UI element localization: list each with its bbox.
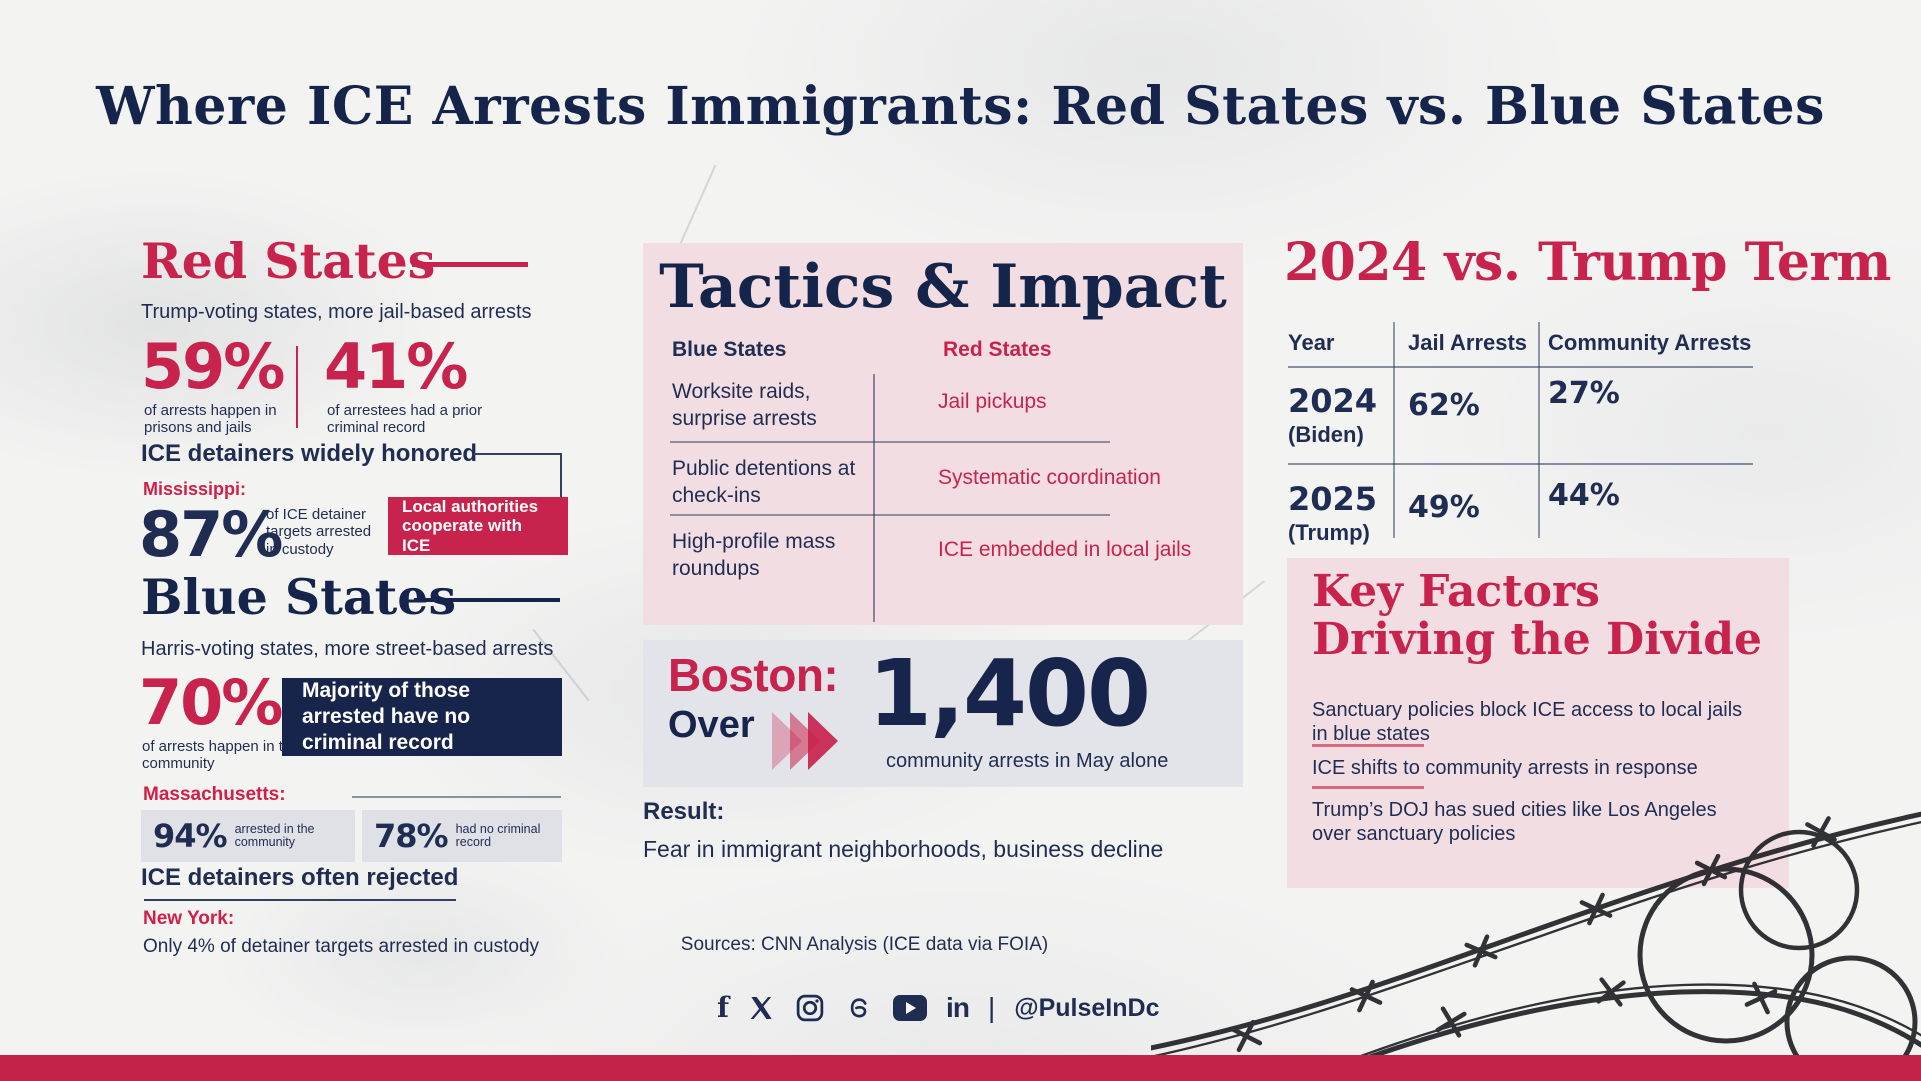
tactics-row-blue: High-profile mass roundups bbox=[672, 530, 836, 581]
table-cell-jail: 62% bbox=[1408, 388, 1480, 423]
chip-caption: arrested in the community bbox=[234, 821, 315, 849]
table-row-divider bbox=[1288, 463, 1753, 465]
facebook-icon[interactable]: f bbox=[717, 991, 730, 1024]
connector-line bbox=[560, 453, 562, 503]
key-factor-item: Sanctuary policies block ICE access to l… bbox=[1312, 699, 1743, 745]
red-states-subtitle: Trump-voting states, more jail-based arr… bbox=[141, 301, 532, 323]
result-text: Fear in immigrant neighborhoods, busines… bbox=[643, 836, 1164, 862]
stat-jail-arrests-caption: of arrests happen in prisons and jails bbox=[144, 402, 277, 437]
threads-icon[interactable] bbox=[844, 993, 874, 1023]
key-factor-item: ICE shifts to community arrests in respo… bbox=[1312, 757, 1698, 779]
connector-line bbox=[352, 796, 561, 798]
underline bbox=[144, 899, 456, 901]
blue-states-rule bbox=[414, 598, 560, 602]
linkedin-icon[interactable]: in bbox=[946, 992, 970, 1023]
connector-line bbox=[474, 453, 562, 455]
comparison-heading: 2024 vs. Trump Term bbox=[1284, 232, 1891, 293]
table-cell-admin: (Trump) bbox=[1288, 520, 1370, 545]
tactics-row-divider bbox=[670, 441, 1110, 443]
boston-panel bbox=[643, 640, 1243, 787]
tactics-row-red: Jail pickups bbox=[938, 390, 1047, 413]
sources-line: Sources: CNN Analysis (ICE data via FOIA… bbox=[680, 934, 1049, 955]
tactics-heading: Tactics & Impact bbox=[659, 252, 1227, 322]
stat-jail-arrests-value: 59% bbox=[141, 330, 285, 403]
red-states-heading: Red States bbox=[141, 232, 436, 290]
x-icon[interactable] bbox=[748, 994, 776, 1022]
key-factor-item: Trump’s DOJ has sued cities like Los Ang… bbox=[1312, 799, 1717, 845]
key-factors-heading: Key Factors Driving the Divide bbox=[1312, 566, 1762, 665]
result-label: Result: bbox=[643, 798, 725, 825]
table-cell-admin: (Biden) bbox=[1288, 422, 1364, 447]
boston-label: Boston: bbox=[668, 649, 839, 701]
bottom-accent-bar bbox=[0, 1055, 1921, 1081]
tactics-row-blue: Public detentions at check-ins bbox=[672, 457, 856, 508]
instagram-icon[interactable] bbox=[795, 993, 825, 1023]
blue-states-heading: Blue States bbox=[141, 568, 457, 626]
tactics-row-blue: Worksite raids, surprise arrests bbox=[672, 380, 817, 431]
chip-value: 94% bbox=[153, 817, 228, 855]
page-title: Where ICE Arrests Immigrants: Red States… bbox=[96, 76, 1825, 137]
stat-community-arrests-value: 70% bbox=[139, 666, 283, 739]
table-cell-jail: 49% bbox=[1408, 490, 1480, 525]
stat-community-arrests-caption: of arrests happen in the community bbox=[142, 738, 300, 773]
item-divider bbox=[1312, 744, 1424, 747]
tactics-row-red: ICE embedded in local jails bbox=[938, 538, 1192, 561]
boston-arrests-caption: community arrests in May alone bbox=[886, 750, 1169, 772]
separator: | bbox=[987, 992, 996, 1023]
mississippi-label: Mississippi: bbox=[143, 479, 247, 499]
item-divider bbox=[1312, 786, 1424, 789]
detainers-honored-heading: ICE detainers widely honored bbox=[141, 440, 478, 467]
tactics-col-red-header: Red States bbox=[943, 338, 1052, 361]
table-row-divider bbox=[1288, 366, 1753, 368]
tactics-column-divider bbox=[873, 374, 875, 622]
table-cell-community: 27% bbox=[1548, 376, 1620, 411]
new-york-label: New York: bbox=[143, 908, 235, 929]
tactics-panel bbox=[643, 243, 1243, 625]
stat-prior-record-caption: of arrestees had a prior criminal record bbox=[327, 402, 483, 437]
column-header-year: Year bbox=[1288, 330, 1335, 355]
table-column-divider bbox=[1393, 322, 1395, 538]
massachusetts-chip-community: 94% arrested in the community bbox=[141, 810, 355, 862]
column-header-community: Community Arrests bbox=[1548, 330, 1752, 355]
chip-caption: had no criminal record bbox=[455, 821, 541, 849]
boston-over-label: Over bbox=[668, 704, 755, 746]
table-column-divider bbox=[1538, 322, 1540, 538]
stat-divider bbox=[296, 346, 298, 428]
massachusetts-chip-record: 78% had no criminal record bbox=[362, 810, 562, 862]
table-cell-community: 44% bbox=[1548, 478, 1620, 513]
stat-prior-record-value: 41% bbox=[324, 330, 468, 403]
table-cell-year: 2024 bbox=[1288, 382, 1378, 420]
social-handle[interactable]: @PulseInDc bbox=[1014, 993, 1160, 1022]
blue-states-subtitle: Harris-voting states, more street-based … bbox=[141, 638, 554, 660]
triple-chevron-icon bbox=[772, 708, 858, 779]
massachusetts-label: Massachusetts: bbox=[143, 784, 286, 805]
social-links-row: f in | @PulseInDc bbox=[717, 990, 1159, 1026]
red-states-rule bbox=[412, 262, 528, 267]
cooperation-badge: Local authorities cooperate with ICE bbox=[388, 497, 568, 555]
boston-arrests-value: 1,400 bbox=[868, 640, 1151, 747]
tactics-row-red: Systematic coordination bbox=[938, 466, 1161, 489]
tactics-row-divider bbox=[670, 514, 1110, 516]
table-cell-year: 2025 bbox=[1288, 480, 1378, 518]
column-header-jail: Jail Arrests bbox=[1408, 330, 1528, 355]
tactics-col-blue-header: Blue States bbox=[672, 338, 787, 361]
detainers-rejected-heading: ICE detainers often rejected bbox=[141, 864, 459, 891]
no-record-badge: Majority of those arrested have no crimi… bbox=[282, 678, 562, 756]
new-york-text: Only 4% of detainer targets arrested in … bbox=[143, 936, 540, 957]
chip-value: 78% bbox=[374, 817, 449, 855]
stat-mississippi-caption: of ICE detainer targets arrested in cust… bbox=[266, 506, 372, 558]
youtube-icon[interactable] bbox=[893, 995, 928, 1021]
stat-mississippi-value: 87% bbox=[139, 498, 283, 571]
